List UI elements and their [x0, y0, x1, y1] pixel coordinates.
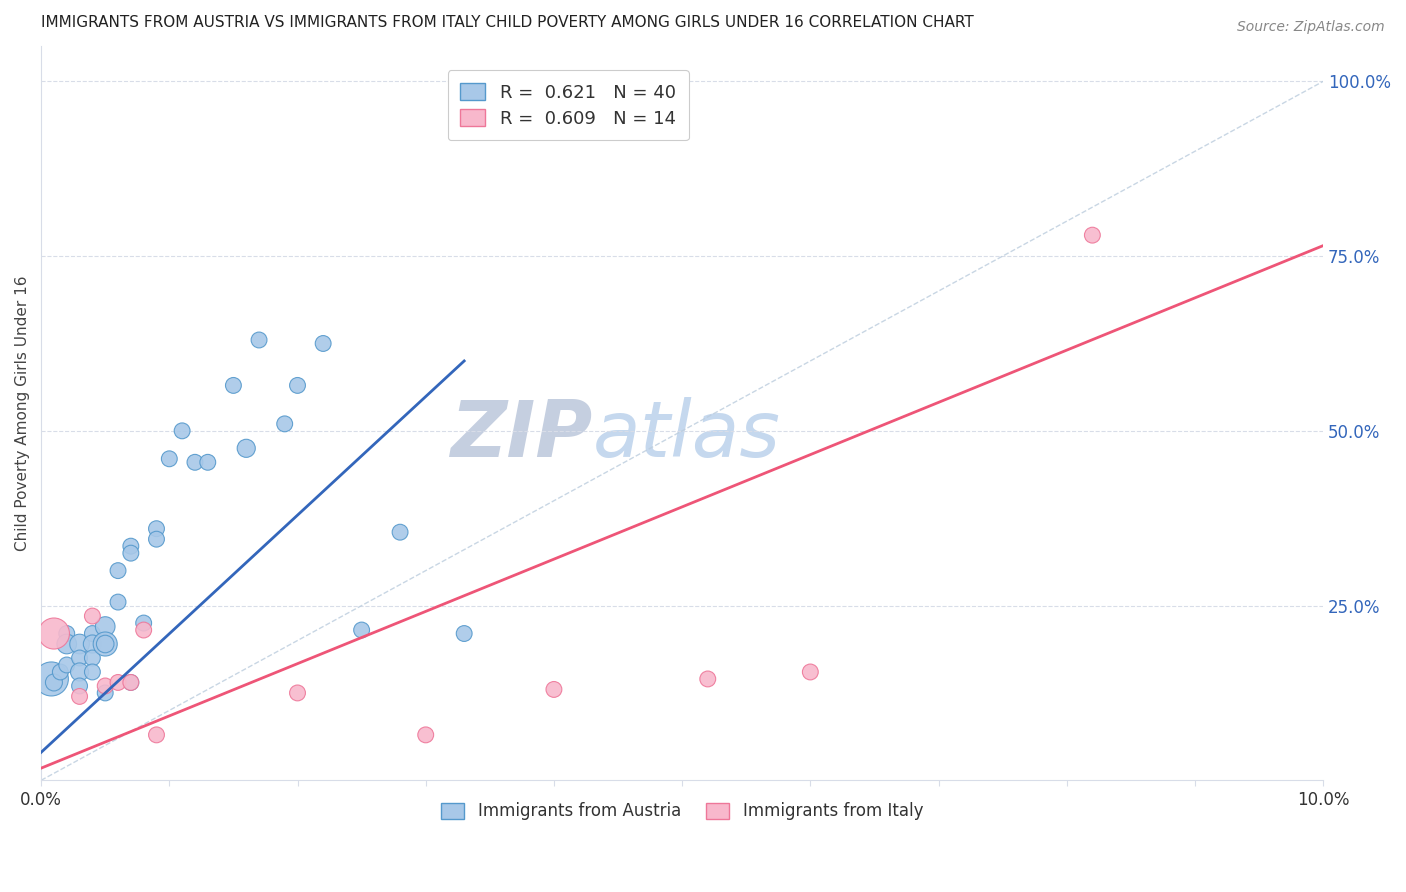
Point	[94, 679, 117, 693]
Point	[82, 609, 104, 624]
Point	[145, 522, 167, 536]
Point	[222, 378, 245, 392]
Point	[69, 637, 91, 651]
Point	[107, 595, 129, 609]
Point	[157, 451, 180, 466]
Point	[120, 546, 142, 560]
Point	[145, 532, 167, 546]
Y-axis label: Child Poverty Among Girls Under 16: Child Poverty Among Girls Under 16	[15, 276, 30, 551]
Text: atlas: atlas	[592, 398, 780, 474]
Point	[197, 455, 219, 469]
Point	[132, 615, 155, 630]
Text: Source: ZipAtlas.com: Source: ZipAtlas.com	[1237, 20, 1385, 34]
Point	[55, 657, 77, 672]
Point	[389, 525, 412, 540]
Point	[453, 626, 475, 640]
Point	[555, 74, 578, 88]
Point	[799, 665, 821, 679]
Point	[247, 333, 270, 347]
Point	[312, 336, 335, 351]
Point	[69, 665, 91, 679]
Point	[132, 623, 155, 637]
Point	[184, 455, 207, 469]
Point	[696, 672, 718, 686]
Point	[287, 378, 309, 392]
Point	[543, 682, 565, 697]
Point	[107, 564, 129, 578]
Point	[287, 686, 309, 700]
Point	[41, 672, 63, 686]
Point	[82, 626, 104, 640]
Point	[172, 424, 194, 438]
Point	[49, 665, 72, 679]
Legend: Immigrants from Austria, Immigrants from Italy: Immigrants from Austria, Immigrants from…	[434, 796, 929, 827]
Point	[69, 651, 91, 665]
Text: ZIP: ZIP	[450, 398, 592, 474]
Point	[82, 651, 104, 665]
Point	[273, 417, 295, 431]
Point	[120, 675, 142, 690]
Point	[107, 675, 129, 690]
Point	[94, 637, 117, 651]
Point	[42, 675, 65, 690]
Point	[415, 728, 437, 742]
Point	[69, 690, 91, 704]
Point	[94, 619, 117, 633]
Text: IMMIGRANTS FROM AUSTRIA VS IMMIGRANTS FROM ITALY CHILD POVERTY AMONG GIRLS UNDER: IMMIGRANTS FROM AUSTRIA VS IMMIGRANTS FR…	[41, 15, 974, 30]
Point	[120, 675, 142, 690]
Point	[145, 728, 167, 742]
Point	[82, 665, 104, 679]
Point	[94, 686, 117, 700]
Point	[120, 539, 142, 553]
Point	[82, 637, 104, 651]
Point	[94, 637, 117, 651]
Point	[69, 679, 91, 693]
Point	[55, 637, 77, 651]
Point	[350, 623, 373, 637]
Point	[1081, 228, 1104, 243]
Point	[42, 626, 65, 640]
Point	[55, 626, 77, 640]
Point	[235, 442, 257, 456]
